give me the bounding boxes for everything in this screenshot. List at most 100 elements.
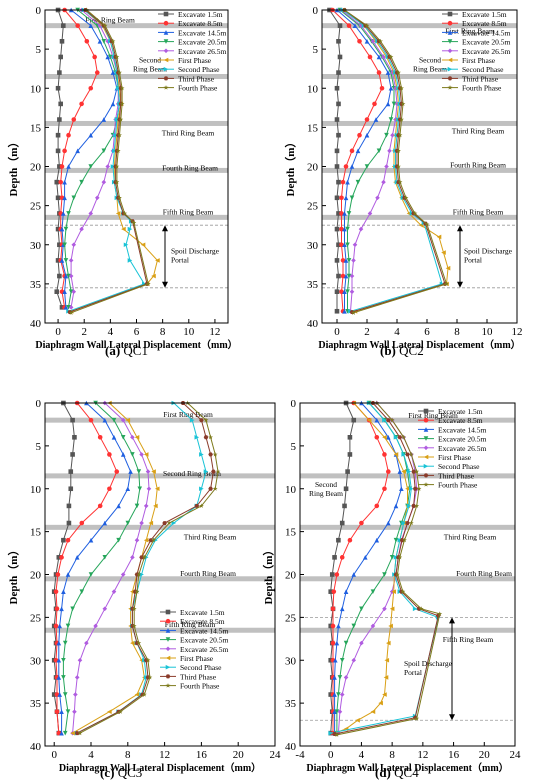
data-point (343, 195, 349, 201)
x-tick-label: 4 (108, 326, 114, 338)
portal-arrow-head (457, 281, 463, 288)
data-point (395, 572, 400, 577)
data-point (386, 640, 391, 646)
series-line (342, 9, 449, 312)
legend-marker (447, 66, 453, 72)
data-point (110, 70, 116, 75)
data-point (119, 101, 125, 106)
data-point (93, 623, 98, 629)
legend-label: Excavate 14.5m (462, 28, 510, 37)
data-point (166, 520, 172, 526)
data-point (62, 640, 68, 646)
data-point (208, 452, 213, 457)
data-point (381, 179, 386, 185)
y-tick-label: 10 (307, 83, 319, 95)
data-point (134, 435, 140, 440)
ring-beam-band (45, 167, 228, 173)
data-point (339, 606, 345, 612)
data-point (68, 486, 74, 492)
ring-beam-label: Second Ring Beam (163, 469, 221, 478)
data-point (127, 226, 133, 232)
data-point (79, 589, 85, 594)
data-point (406, 503, 412, 509)
data-point (88, 23, 94, 28)
data-point (400, 101, 406, 106)
data-point (388, 85, 394, 91)
data-point (79, 226, 84, 232)
legend-label: Second Phase (462, 65, 504, 74)
data-point (151, 537, 156, 543)
series-line (332, 9, 383, 312)
y-tick-label: 20 (30, 570, 42, 582)
data-point (63, 258, 69, 263)
ring-beam-band (322, 74, 517, 80)
y-tick-label: 40 (307, 318, 319, 330)
data-point (424, 221, 430, 227)
data-point (336, 39, 341, 44)
data-point (70, 452, 75, 457)
caption-qc1: (a) QC1 (105, 343, 148, 358)
data-point (342, 226, 347, 232)
y-tick-label: 0 (313, 5, 319, 17)
data-point (125, 486, 131, 492)
legend-label: Excavate 8.5m (180, 617, 225, 626)
data-point (397, 554, 403, 560)
data-point (388, 117, 394, 122)
series-first-phase (70, 400, 160, 736)
legend-label: Excavate 1.5m (180, 608, 225, 617)
data-point (153, 503, 158, 509)
data-point (71, 242, 77, 248)
data-point (154, 486, 160, 492)
series-line (336, 9, 392, 312)
data-point (162, 521, 167, 525)
ring-beam-label: Fourth Ring Beam (456, 569, 512, 578)
data-point (401, 452, 406, 457)
data-point (334, 117, 340, 122)
data-point (57, 623, 63, 629)
data-point (345, 289, 350, 294)
ring-beam-band (45, 417, 275, 423)
legend-label: Excavate 1.5m (462, 10, 507, 19)
data-point (334, 572, 340, 577)
data-point (212, 486, 218, 491)
data-point (55, 85, 61, 91)
ring-beam-label: Second (139, 56, 161, 65)
series-line (56, 9, 64, 308)
data-point (349, 164, 355, 169)
ring-beam-label: Fifth Ring Beam (443, 635, 494, 644)
chart-panel-qc3: First Ring Beam Second Ring Beam Third Rin… (7, 398, 281, 774)
ring-beam-band (300, 627, 515, 633)
data-point (339, 555, 345, 560)
y-tick-label: 25 (307, 201, 319, 213)
ring-beam-band (322, 167, 517, 173)
data-point (131, 623, 137, 628)
x-tick-label: 4 (359, 749, 365, 761)
y-tick-label: 30 (30, 655, 42, 667)
y-tick-label: 10 (285, 484, 297, 496)
data-point (374, 537, 380, 543)
data-point (127, 258, 133, 263)
legend-label: Excavate 20.5m (180, 636, 228, 645)
ring-beam-band (45, 473, 275, 479)
data-point (74, 555, 80, 560)
y-tick-label: 5 (291, 441, 297, 453)
legend-marker (165, 655, 171, 661)
legend-marker (423, 436, 429, 441)
data-point (130, 640, 135, 646)
series-line (334, 402, 439, 735)
x-tick-label: 6 (134, 326, 140, 338)
series-line (55, 402, 118, 734)
y-tick-label: 5 (313, 44, 319, 56)
data-point (66, 503, 72, 509)
ring-beam-band (45, 23, 228, 29)
data-point (339, 520, 345, 526)
legend-label: Excavate 14.5m (178, 28, 226, 37)
legend-marker (163, 85, 169, 90)
series-line (330, 402, 355, 734)
x-tick-label: 12 (512, 326, 523, 338)
data-point (62, 289, 67, 294)
data-point (385, 70, 391, 75)
data-point (92, 54, 97, 60)
x-axis-label: Diaphragm Wall Lateral Displacement（mm） (306, 761, 508, 774)
